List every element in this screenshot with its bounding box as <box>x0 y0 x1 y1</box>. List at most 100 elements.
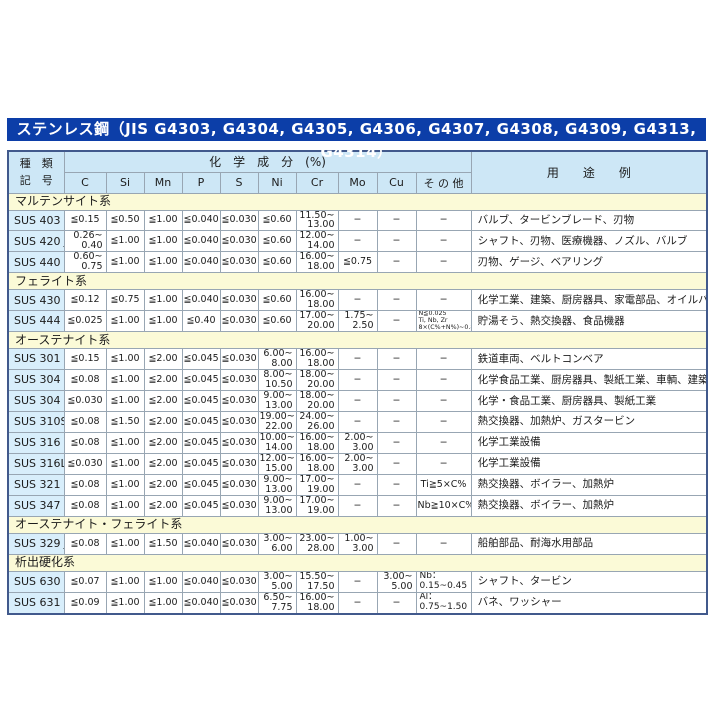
value-cell-other: − <box>415 369 472 392</box>
value-cell-s: ≦0.030 <box>219 230 259 253</box>
value-cell-cr: 16.00~ 18.00 <box>295 348 339 371</box>
value-cell-other: Ti≧5×C% <box>415 473 472 496</box>
value-cell-cu: − <box>376 452 417 475</box>
table-row: SUS 304 L≦0.030≦1.00≦2.00≦0.045≦0.0309.0… <box>7 390 708 412</box>
value-cell-s: ≦0.030 <box>219 452 259 475</box>
value-cell-si: ≦1.50 <box>105 411 145 433</box>
value-cell-other: − <box>415 431 472 454</box>
value-cell-mn: ≦2.00 <box>143 431 183 454</box>
value-cell-cr: 18.00~ 20.00 <box>295 369 339 392</box>
value-cell-ni: 19.00~ 22.00 <box>257 411 297 433</box>
usage-cell: 化学工業設備 <box>470 452 708 475</box>
value-cell-si: ≦1.00 <box>105 532 145 555</box>
value-cell-s: ≦0.030 <box>219 532 259 555</box>
value-cell-c: 0.60~ 0.75 <box>63 251 107 274</box>
value-cell-p: ≦0.045 <box>181 369 221 392</box>
value-cell-cu: − <box>376 390 417 412</box>
value-cell-mn: ≦1.00 <box>143 230 183 253</box>
element-header-row: C Si Mn P S Ni Cr Mo Cu そ の 他 <box>8 171 707 194</box>
value-cell-p: ≦0.040 <box>181 532 221 555</box>
value-cell-mo: 1.75~ 2.50 <box>337 310 378 333</box>
value-cell-ni: 3.00~ 5.00 <box>257 570 297 593</box>
value-cell-p: ≦0.40 <box>181 310 221 333</box>
value-cell-ni: 8.00~ 10.50 <box>257 369 297 392</box>
value-cell-si: ≦0.50 <box>105 209 145 232</box>
value-cell-s: ≦0.030 <box>219 570 259 593</box>
table-row: SUS 316 ≦0.08 ≦1.00 ≦2.00 ≦0.045 ≦0.030 10.00~… <box>7 431 708 454</box>
value-cell-c: ≦0.12 <box>63 289 107 312</box>
value-cell-s: ≦0.030 <box>219 289 259 312</box>
value-cell-mn: ≦2.00 <box>143 473 183 496</box>
value-cell-ni: 12.00~ 15.00 <box>257 452 297 475</box>
value-cell-cr: 12.00~ 14.00 <box>295 230 339 253</box>
value-cell-mn: ≦1.00 <box>143 289 183 312</box>
value-cell-mo: − <box>337 369 378 392</box>
section-title: オーステナイト・フェライト系 <box>7 515 708 534</box>
col-header-c: C <box>63 171 107 194</box>
value-cell-p: ≦0.040 <box>181 289 221 312</box>
value-cell-cr: 18.00~ 20.00 <box>295 390 339 412</box>
value-cell-mn: ≦1.00 <box>143 570 183 593</box>
usage-cell: 船舶部品、耐海水用部品 <box>470 532 708 555</box>
value-cell-c: ≦0.15 <box>63 348 107 371</box>
col-header-s: S <box>219 171 259 194</box>
value-cell-ni: ≦0.60 <box>257 289 297 312</box>
value-cell-s: ≦0.030 <box>219 431 259 454</box>
col-header-other: そ の 他 <box>415 171 472 194</box>
value-cell-cr: 15.50~ 17.50 <box>295 570 339 593</box>
col-header-composition: 化 学 成 分 (%) <box>63 150 472 173</box>
table-row: SUS 430 ≦0.12 ≦0.75 ≦1.00 ≦0.040 ≦0.030 ≦0.60 1… <box>7 289 708 312</box>
col-header-grade: 種 類 記 号 <box>7 150 65 194</box>
usage-cell: シャフト、刃物、医療機器、ノズル、バルブ <box>470 230 708 253</box>
grade-code: SUS 304 <box>7 369 65 392</box>
value-cell-s: ≦0.030 <box>219 494 259 517</box>
table-row: SUS 630 ≦0.07 ≦1.00 ≦1.00 ≦0.040 ≦0.030 3.00~ … <box>7 570 708 593</box>
value-cell-si: ≦1.00 <box>105 230 145 253</box>
col-header-grade-line2: 記 号 <box>19 174 53 188</box>
value-cell-p: ≦0.045 <box>181 473 221 496</box>
value-cell-cr: 24.00~ 26.00 <box>295 411 339 433</box>
table-row: SUS 444 ≦0.025 ≦1.00 ≦1.00 ≦0.40 ≦0.030 ≦0.60 1… <box>7 310 708 333</box>
value-cell-c: ≦0.15 <box>63 209 107 232</box>
value-cell-cu: − <box>376 473 417 496</box>
value-cell-cu: − <box>376 209 417 232</box>
grade-code: SUS 347 <box>7 494 65 517</box>
value-cell-c: ≦0.08 <box>63 473 107 496</box>
value-cell-mn: ≦1.00 <box>143 310 183 333</box>
value-cell-c: ≦0.030 <box>63 390 107 412</box>
value-cell-mn: ≦2.00 <box>143 390 183 412</box>
value-cell-mo: − <box>337 494 378 517</box>
usage-cell: 刃物、ゲージ、ベアリング <box>470 251 708 274</box>
value-cell-c: ≦0.025 <box>63 310 107 333</box>
value-cell-other: − <box>415 411 472 433</box>
grade-code: SUS 310S <box>7 411 65 433</box>
value-cell-s: ≦0.030 <box>219 591 259 615</box>
value-cell-si: ≦0.75 <box>105 289 145 312</box>
col-header-mn: Mn <box>143 171 183 194</box>
value-cell-cr: 16.00~ 18.00 <box>295 591 339 615</box>
value-cell-si: ≦1.00 <box>105 591 145 615</box>
value-cell-c: ≦0.030 <box>63 452 107 475</box>
value-cell-p: ≦0.040 <box>181 230 221 253</box>
catalog-page: ステンレス鋼（JIS G4303, G4304, G4305, G4306, G… <box>7 118 709 615</box>
value-cell-mn: ≦1.00 <box>143 251 183 274</box>
usage-cell: 化学工業、建築、厨房器具、家電部品、オイルバーナー部品 <box>470 289 708 312</box>
value-cell-p: ≦0.040 <box>181 209 221 232</box>
value-cell-s: ≦0.030 <box>219 348 259 371</box>
value-cell-p: ≦0.040 <box>181 591 221 615</box>
value-cell-p: ≦0.045 <box>181 348 221 371</box>
col-header-ni: Ni <box>257 171 297 194</box>
table-body: マルテンサイト系 SUS 403 ≦0.15 ≦0.50 ≦1.00 ≦0.040 ≦0.0… <box>7 192 708 615</box>
value-cell-other: Al： 0.75~1.50 <box>415 591 472 615</box>
value-cell-ni: 9.00~ 13.00 <box>257 494 297 517</box>
value-cell-si: ≦1.00 <box>105 348 145 371</box>
value-cell-cr: 16.00~ 18.00 <box>295 289 339 312</box>
usage-cell: 鉄道車両、ベルトコンベア <box>470 348 708 371</box>
value-cell-si: ≦1.00 <box>105 452 145 475</box>
usage-cell: バルブ、タービンブレード、刃物 <box>470 209 708 232</box>
table-row: SUS 304 ≦0.08 ≦1.00 ≦2.00 ≦0.045 ≦0.030 8.00~ … <box>7 369 708 392</box>
section-title: フェライト系 <box>7 272 708 291</box>
value-cell-cr: 16.00~ 18.00 <box>295 431 339 454</box>
col-header-grade-line1: 種 類 <box>19 157 53 171</box>
section-row: マルテンサイト系 <box>7 192 708 211</box>
